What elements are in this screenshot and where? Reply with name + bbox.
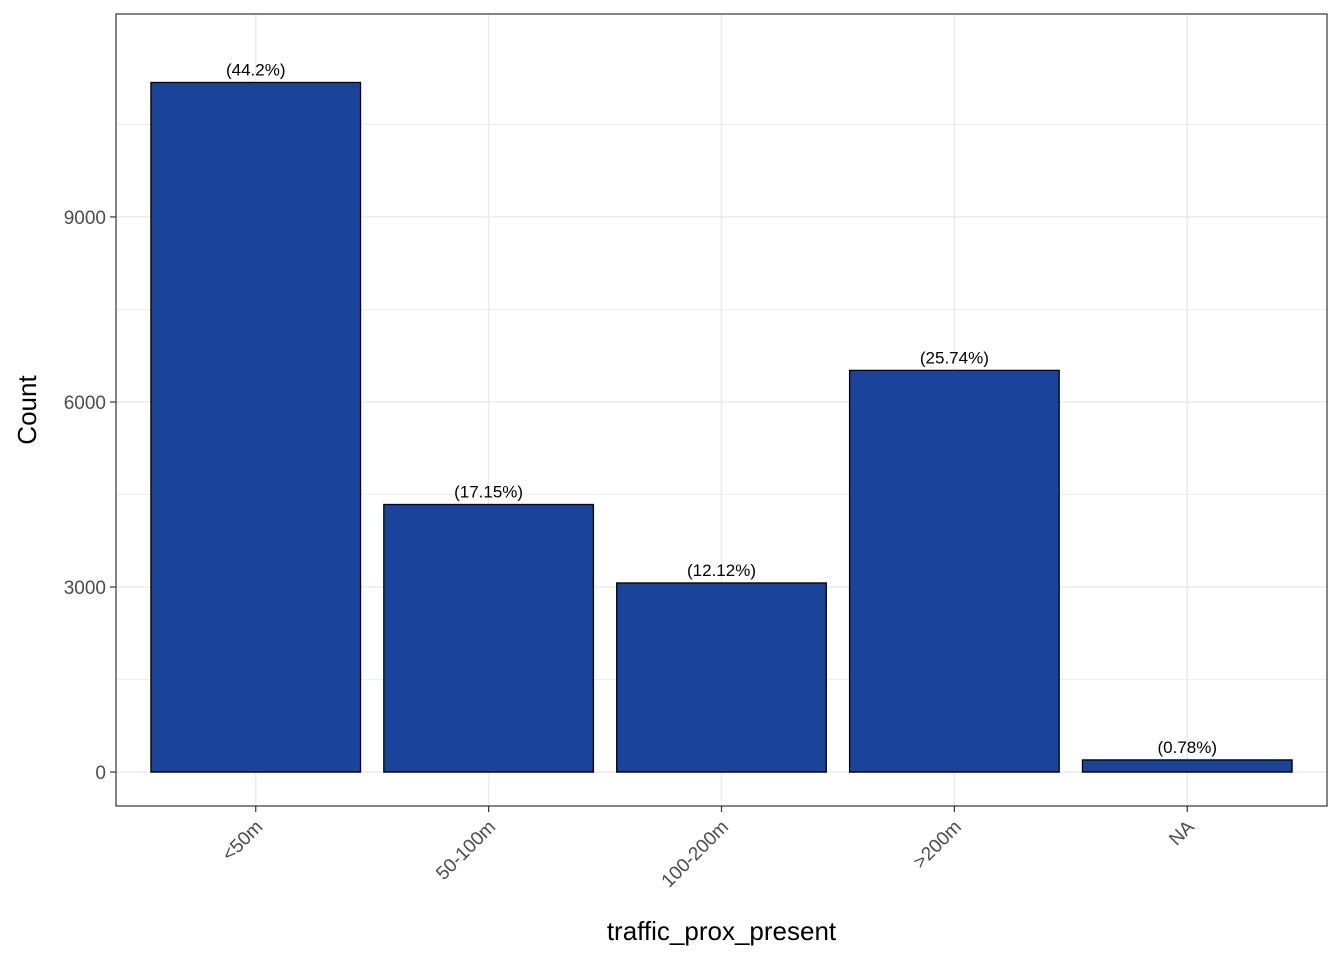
y-axis: 0 3000 6000 9000 — [64, 208, 116, 784]
x-tick-label: 50-100m — [432, 817, 500, 885]
bar — [848, 369, 1060, 773]
y-tick-label: 6000 — [64, 393, 106, 414]
y-tick-label: 0 — [95, 763, 106, 784]
bar — [1081, 759, 1293, 773]
bar — [150, 81, 362, 773]
x-tick-label: 100-200m — [658, 817, 733, 892]
data-label: (17.15%) — [454, 482, 523, 501]
data-labels: (44.2%) (17.15%) (12.12%) (25.74%) (0.78%) — [226, 60, 1217, 756]
x-axis-title: traffic_prox_present — [607, 916, 837, 946]
bar — [383, 503, 595, 773]
y-tick-label: 9000 — [64, 208, 106, 229]
x-tick-label: <50m — [218, 817, 267, 866]
x-tick-label: NA — [1165, 816, 1199, 850]
bars — [150, 81, 1293, 773]
data-label: (44.2%) — [226, 60, 286, 79]
data-label: (12.12%) — [687, 561, 756, 580]
x-tick-label: >200m — [910, 817, 966, 873]
y-axis-title: Count — [12, 375, 42, 445]
y-tick-label: 3000 — [64, 578, 106, 599]
x-axis: <50m 50-100m 100-200m >200m NA — [218, 806, 1199, 892]
data-label: (25.74%) — [920, 348, 989, 367]
bar — [616, 582, 827, 773]
data-label: (0.78%) — [1158, 738, 1218, 757]
